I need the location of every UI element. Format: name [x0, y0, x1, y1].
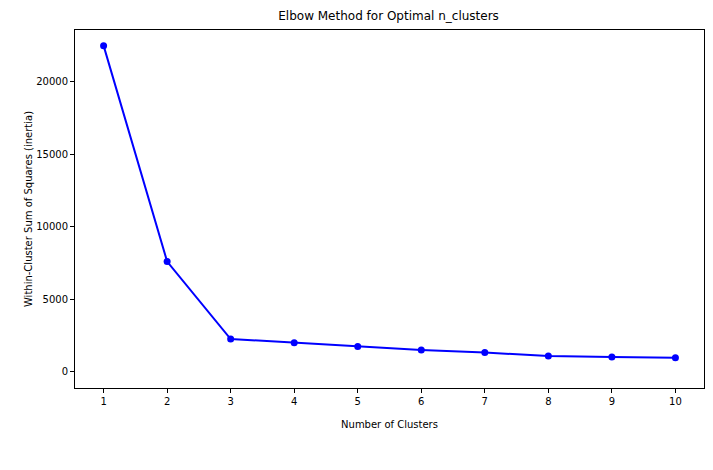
svg-text:0: 0 [62, 366, 68, 377]
svg-text:15000: 15000 [36, 149, 68, 160]
svg-text:20000: 20000 [36, 76, 68, 87]
svg-text:6: 6 [418, 396, 424, 407]
svg-text:3: 3 [227, 396, 233, 407]
svg-text:4: 4 [291, 396, 297, 407]
svg-text:5000: 5000 [43, 294, 68, 305]
svg-text:9: 9 [609, 396, 615, 407]
svg-text:7: 7 [482, 396, 488, 407]
svg-text:1: 1 [100, 396, 106, 407]
svg-text:8: 8 [545, 396, 551, 407]
svg-text:5: 5 [355, 396, 361, 407]
svg-text:10000: 10000 [36, 221, 68, 232]
svg-text:Within-Cluster Sum of Squares: Within-Cluster Sum of Squares (inertia) [23, 111, 34, 307]
svg-text:10: 10 [669, 396, 682, 407]
svg-text:Elbow Method for Optimal n_clu: Elbow Method for Optimal n_clusters [278, 9, 499, 23]
svg-text:2: 2 [164, 396, 170, 407]
svg-text:Number of Clusters: Number of Clusters [341, 419, 438, 430]
